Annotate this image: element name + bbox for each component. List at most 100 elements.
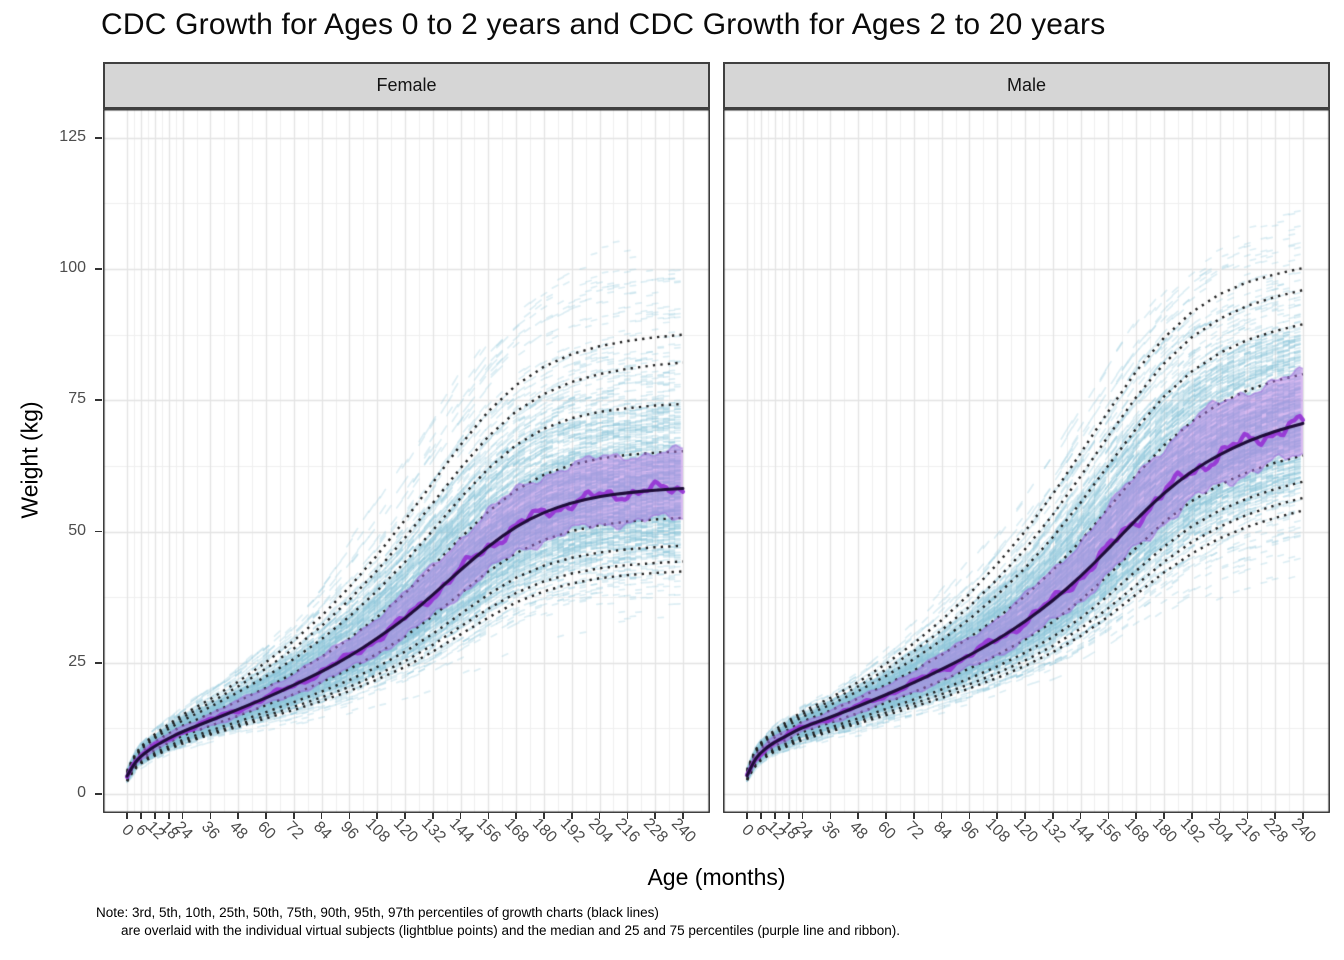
x-tick-mark [376, 813, 378, 819]
x-tick-mark [968, 813, 971, 819]
x-tick-mark [1079, 813, 1082, 819]
x-tick-label: 156 [1093, 815, 1125, 847]
x-tick-label: 168 [1121, 815, 1152, 847]
x-tick-label: 120 [1009, 815, 1041, 847]
x-tick-label: 84 [309, 818, 335, 843]
x-tick-mark [1190, 813, 1193, 819]
x-tick-mark [167, 813, 170, 819]
y-tick-label: 50 [68, 521, 86, 539]
x-tick-mark [760, 813, 762, 819]
x-tick-mark [487, 813, 490, 819]
x-tick-mark [682, 813, 684, 819]
x-tick-label: 120 [389, 815, 421, 847]
y-axis-title: Weight (kg) [16, 401, 43, 519]
facet-strip-male: Male [723, 62, 1330, 109]
x-tick-mark [1163, 813, 1165, 819]
x-tick-label: 204 [1204, 815, 1236, 847]
x-tick-label: 192 [556, 815, 588, 847]
x-tick-mark [126, 813, 128, 819]
x-tick-mark [154, 813, 156, 819]
x-tick-mark [746, 813, 748, 819]
x-tick-mark [320, 813, 323, 819]
x-tick-mark [1302, 813, 1304, 819]
x-tick-mark [996, 813, 998, 819]
x-tick-label: 240 [1287, 815, 1319, 847]
x-tick-label: 96 [337, 818, 363, 843]
x-tick-label: 48 [226, 818, 251, 843]
note-line-2: are overlaid with the individual virtual… [121, 923, 900, 938]
x-tick-mark [1107, 813, 1110, 819]
y-tick-mark [95, 268, 102, 270]
x-tick-mark [570, 813, 573, 819]
x-tick-mark [829, 813, 832, 819]
x-tick-mark [940, 813, 943, 819]
x-tick-label: 96 [957, 818, 983, 843]
x-tick-label: 60 [254, 818, 279, 843]
y-tick-mark [95, 530, 102, 533]
x-tick-label: 144 [1065, 815, 1097, 847]
x-tick-label: 156 [473, 815, 505, 847]
x-tick-label: 108 [982, 815, 1014, 847]
x-tick-mark [626, 813, 629, 819]
x-tick-mark [1024, 813, 1026, 819]
x-tick-mark [654, 813, 656, 819]
note-line-1: Note: 3rd, 5th, 10th, 25th, 50th, 75th, … [96, 905, 659, 920]
plot-panel-female [103, 109, 710, 813]
x-tick-mark [293, 813, 295, 819]
x-tick-label: 168 [501, 815, 532, 847]
x-tick-label: 132 [417, 815, 449, 847]
y-tick-mark [95, 137, 102, 139]
x-tick-mark [209, 813, 212, 819]
chart-title: CDC Growth for Ages 0 to 2 years and CDC… [101, 8, 1106, 41]
plot-panel-male [723, 109, 1330, 813]
x-tick-label: 132 [1037, 815, 1069, 847]
y-tick-mark [95, 793, 102, 795]
x-tick-label: 72 [901, 818, 927, 843]
facet-strip-female: Female [103, 62, 710, 109]
y-tick-mark [95, 399, 102, 402]
x-tick-mark [140, 813, 142, 819]
x-tick-label: 180 [528, 815, 560, 847]
x-tick-mark [857, 813, 860, 819]
x-tick-label: 204 [584, 815, 616, 847]
x-tick-mark [801, 813, 804, 819]
x-tick-label: 48 [846, 818, 871, 843]
facet-label-male: Male [1006, 75, 1046, 95]
x-tick-mark [885, 813, 887, 819]
y-tick-label: 100 [59, 259, 86, 277]
x-tick-label: 72 [281, 818, 307, 843]
y-tick-label: 0 [77, 783, 86, 801]
x-tick-label: 180 [1148, 815, 1180, 847]
x-tick-mark [1135, 813, 1137, 819]
x-tick-mark [237, 813, 240, 819]
x-tick-label: 216 [612, 815, 644, 847]
y-tick-label: 125 [59, 127, 86, 145]
x-tick-mark [1218, 813, 1221, 819]
x-tick-label: 36 [818, 818, 844, 843]
x-tick-mark [774, 813, 776, 819]
x-tick-mark [1051, 813, 1054, 819]
x-tick-mark [404, 813, 406, 819]
x-tick-label: 216 [1232, 815, 1264, 847]
x-tick-mark [348, 813, 351, 819]
x-tick-mark [543, 813, 545, 819]
x-tick-mark [181, 813, 184, 819]
x-tick-mark [459, 813, 462, 819]
x-tick-mark [1274, 813, 1276, 819]
x-tick-mark [265, 813, 267, 819]
x-axis-title: Age (months) [647, 864, 786, 890]
x-tick-mark [787, 813, 790, 819]
x-tick-label: 36 [198, 818, 224, 843]
x-tick-mark [1246, 813, 1249, 819]
x-tick-label: 144 [445, 815, 477, 847]
x-tick-label: 228 [1260, 815, 1291, 847]
x-tick-label: 228 [640, 815, 671, 847]
x-tick-mark [431, 813, 434, 819]
x-tick-label: 240 [667, 815, 699, 847]
x-tick-label: 84 [929, 818, 955, 843]
x-tick-label: 192 [1176, 815, 1208, 847]
facet-label-female: Female [376, 75, 437, 95]
x-tick-mark [913, 813, 915, 819]
x-tick-label: 108 [362, 815, 394, 847]
